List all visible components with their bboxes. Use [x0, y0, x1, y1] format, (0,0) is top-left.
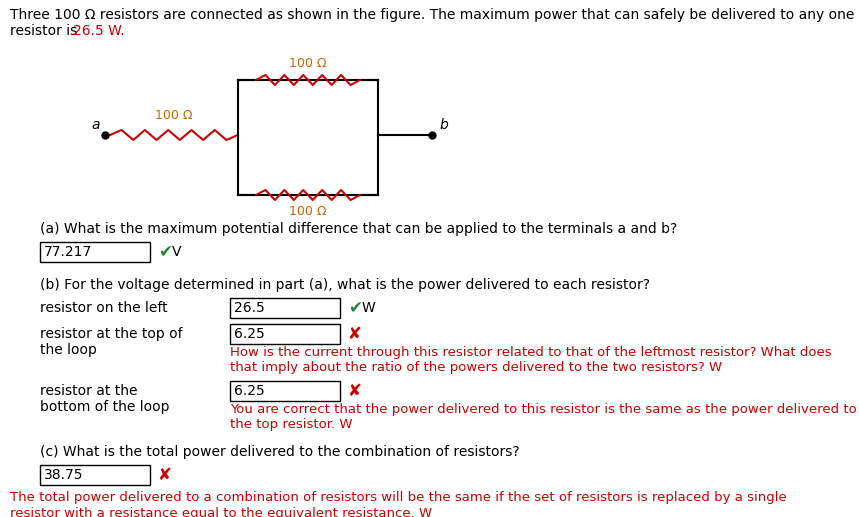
Text: W: W — [362, 301, 375, 315]
Text: The total power delivered to a combination of resistors will be the same if the : The total power delivered to a combinati… — [10, 491, 787, 504]
Text: Three 100 Ω resistors are connected as shown in the figure. The maximum power th: Three 100 Ω resistors are connected as s… — [10, 8, 855, 22]
Text: ✔: ✔ — [158, 243, 172, 261]
Text: You are correct that the power delivered to this resistor is the same as the pow: You are correct that the power delivered… — [230, 403, 856, 416]
Text: 100 Ω: 100 Ω — [289, 205, 326, 218]
Text: resistor at the top of: resistor at the top of — [40, 327, 183, 341]
Text: (c) What is the total power delivered to the combination of resistors?: (c) What is the total power delivered to… — [40, 445, 520, 459]
Text: (b) For the voltage determined in part (a), what is the power delivered to each : (b) For the voltage determined in part (… — [40, 278, 650, 292]
Text: that imply about the ratio of the powers delivered to the two resistors? W: that imply about the ratio of the powers… — [230, 361, 722, 374]
Text: How is the current through this resistor related to that of the leftmost resisto: How is the current through this resistor… — [230, 346, 832, 359]
Text: 6.25: 6.25 — [234, 384, 265, 398]
Text: resistor on the left: resistor on the left — [40, 301, 168, 315]
Text: b: b — [440, 118, 448, 132]
FancyBboxPatch shape — [230, 324, 340, 344]
Text: ✘: ✘ — [348, 325, 362, 343]
FancyBboxPatch shape — [230, 298, 340, 318]
Text: resistor is: resistor is — [10, 24, 82, 38]
Text: resistor at the: resistor at the — [40, 384, 137, 398]
Text: (a) What is the maximum potential difference that can be applied to the terminal: (a) What is the maximum potential differ… — [40, 222, 677, 236]
Text: a: a — [92, 118, 100, 132]
Text: 77.217: 77.217 — [44, 245, 92, 259]
Text: ✘: ✘ — [348, 382, 362, 400]
Text: 38.75: 38.75 — [44, 468, 83, 482]
Text: V: V — [172, 245, 181, 259]
Text: 6.25: 6.25 — [234, 327, 265, 341]
Text: the top resistor. W: the top resistor. W — [230, 418, 352, 431]
Text: ✔: ✔ — [348, 299, 362, 317]
FancyBboxPatch shape — [40, 465, 150, 485]
Text: the loop: the loop — [40, 343, 97, 357]
Text: ✘: ✘ — [158, 466, 172, 484]
Text: bottom of the loop: bottom of the loop — [40, 400, 169, 414]
FancyBboxPatch shape — [40, 242, 150, 262]
Text: 100 Ω: 100 Ω — [155, 109, 192, 122]
Text: 26.5 W.: 26.5 W. — [73, 24, 125, 38]
Text: 26.5: 26.5 — [234, 301, 265, 315]
Text: resistor with a resistance equal to the equivalent resistance. W: resistor with a resistance equal to the … — [10, 507, 432, 517]
FancyBboxPatch shape — [230, 381, 340, 401]
Text: 100 Ω: 100 Ω — [289, 57, 326, 70]
